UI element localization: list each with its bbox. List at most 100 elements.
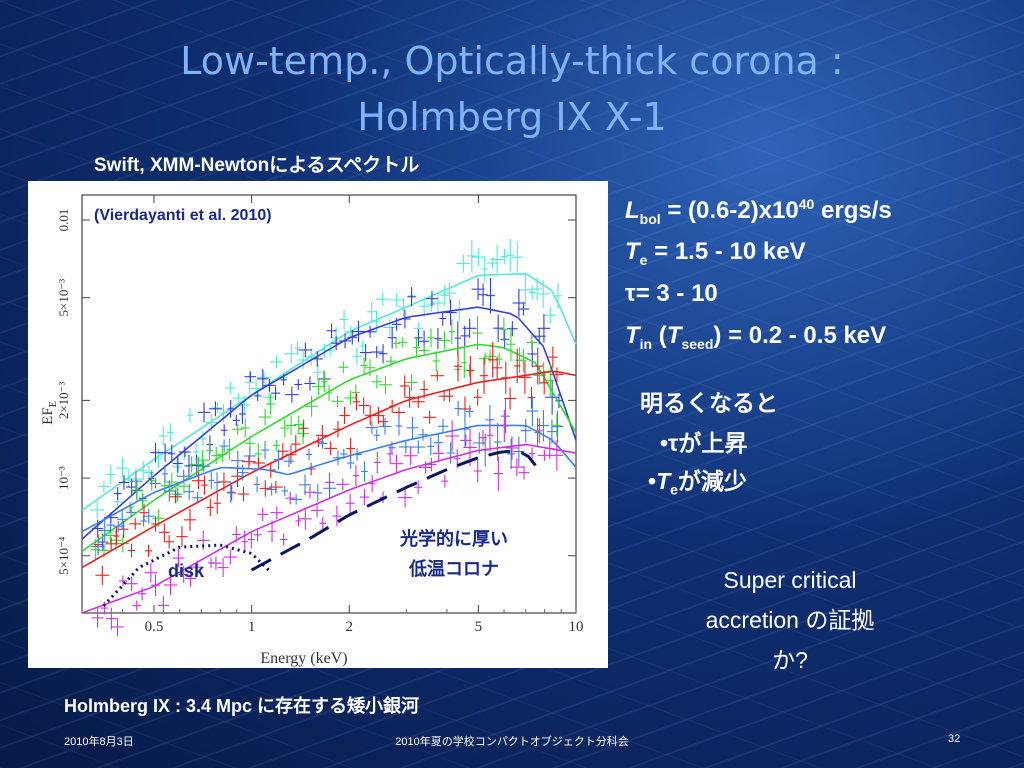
- data-point: [298, 507, 312, 530]
- data-point: [232, 423, 244, 435]
- data-point: [97, 480, 111, 493]
- data-point: [536, 418, 543, 444]
- data-point: [430, 370, 444, 381]
- slide-title-line2: Holmberg IX X-1: [357, 95, 667, 139]
- data-point: [338, 361, 349, 373]
- data-point: [386, 444, 394, 464]
- data-point: [526, 396, 539, 426]
- data-point: [359, 343, 372, 362]
- data-point: [127, 543, 136, 558]
- data-point: [130, 479, 144, 501]
- data-point: [280, 418, 290, 438]
- data-point: [129, 470, 142, 492]
- data-point: [281, 485, 289, 497]
- data-point: [214, 472, 221, 493]
- spectrum-subtitle: Swift, XMM-Newtonによるスペクトル: [94, 155, 420, 176]
- data-point: [206, 441, 213, 461]
- data-point: [466, 239, 477, 272]
- data-point: [453, 350, 463, 382]
- data-point: [418, 428, 428, 441]
- data-point: [456, 254, 471, 273]
- data-point: [179, 446, 191, 458]
- lbol-subscript: bol: [639, 210, 661, 227]
- data-point: [219, 439, 229, 453]
- data-point: [445, 420, 459, 452]
- data-point: [317, 438, 328, 449]
- model-curve: [81, 424, 577, 533]
- data-point: [240, 418, 250, 438]
- data-point: [106, 465, 116, 485]
- data-point: [506, 327, 516, 362]
- data-point: [244, 371, 255, 394]
- data-point: [197, 460, 211, 472]
- data-point: [413, 337, 420, 358]
- x-axis-label: Energy (keV): [260, 650, 347, 667]
- data-point: [392, 407, 406, 418]
- data-point: [126, 507, 137, 518]
- note-line3: か?: [772, 647, 808, 673]
- data-point: [217, 558, 229, 578]
- data-point: [90, 501, 105, 519]
- data-point: [398, 487, 413, 508]
- data-point: [201, 475, 208, 495]
- data-point: [119, 475, 129, 490]
- model-curve: [81, 370, 577, 569]
- data-point: [223, 549, 237, 565]
- data-point: [297, 422, 309, 445]
- data-point: [159, 426, 168, 446]
- data-point: [454, 400, 462, 417]
- data-point: [266, 393, 276, 415]
- data-point: [413, 480, 423, 494]
- data-point: [192, 491, 203, 504]
- super-critical-note: Super critical accretion の証拠 か?: [640, 560, 940, 680]
- data-point: [537, 449, 551, 461]
- data-point: [294, 341, 301, 356]
- data-point: [398, 337, 408, 348]
- data-point: [446, 390, 454, 403]
- data-point: [438, 331, 451, 350]
- data-point: [163, 575, 178, 595]
- footer-page-number: 32: [948, 733, 961, 745]
- data-point: [551, 410, 564, 443]
- x-tick-label: 1: [248, 619, 256, 635]
- data-point: [454, 321, 461, 355]
- tin-symbol: T: [625, 322, 640, 349]
- footer-date: 2010年8月3日: [64, 736, 134, 748]
- data-point: [367, 302, 377, 321]
- data-point: [528, 285, 536, 300]
- data-point: [339, 407, 350, 425]
- data-point: [378, 418, 392, 435]
- trend-te: •Teが減少: [648, 462, 747, 498]
- data-point: [373, 429, 380, 441]
- data-point: [370, 346, 384, 358]
- data-point: [305, 395, 318, 417]
- data-point: [106, 607, 117, 630]
- slide-title-line1: Low-temp., Optically-thick corona :: [180, 39, 844, 83]
- data-point: [280, 533, 288, 546]
- data-point: [257, 507, 268, 522]
- tseed-subscript: seed: [681, 335, 714, 352]
- disk-annotation: disk: [168, 561, 205, 581]
- data-point: [139, 460, 147, 481]
- tin-subscript: in: [639, 335, 653, 352]
- data-point: [391, 337, 401, 349]
- data-point: [405, 373, 418, 391]
- data-point: [298, 342, 313, 358]
- data-point: [339, 309, 349, 330]
- data-point: [294, 379, 303, 390]
- data-point: [434, 328, 442, 350]
- data-point: [161, 465, 168, 483]
- te-value: = 1.5 - 10 keV: [647, 238, 806, 265]
- data-point: [433, 444, 445, 463]
- data-point: [444, 299, 457, 326]
- data-point: [390, 293, 403, 307]
- spectrum-chart: 0.5 1 2 5 10 5×10⁻⁴ 10⁻³ 2×10⁻³ 5×10⁻³ 0.01 EFE E…: [40, 194, 584, 667]
- data-point: [407, 287, 416, 307]
- data-point: [345, 493, 355, 513]
- data-point: [259, 480, 271, 497]
- data-point: [119, 520, 129, 538]
- data-point: [270, 506, 284, 520]
- data-point: [324, 441, 338, 456]
- citation-annotation: (Vierdayanti et al. 2010): [94, 207, 272, 224]
- data-point: [352, 347, 362, 365]
